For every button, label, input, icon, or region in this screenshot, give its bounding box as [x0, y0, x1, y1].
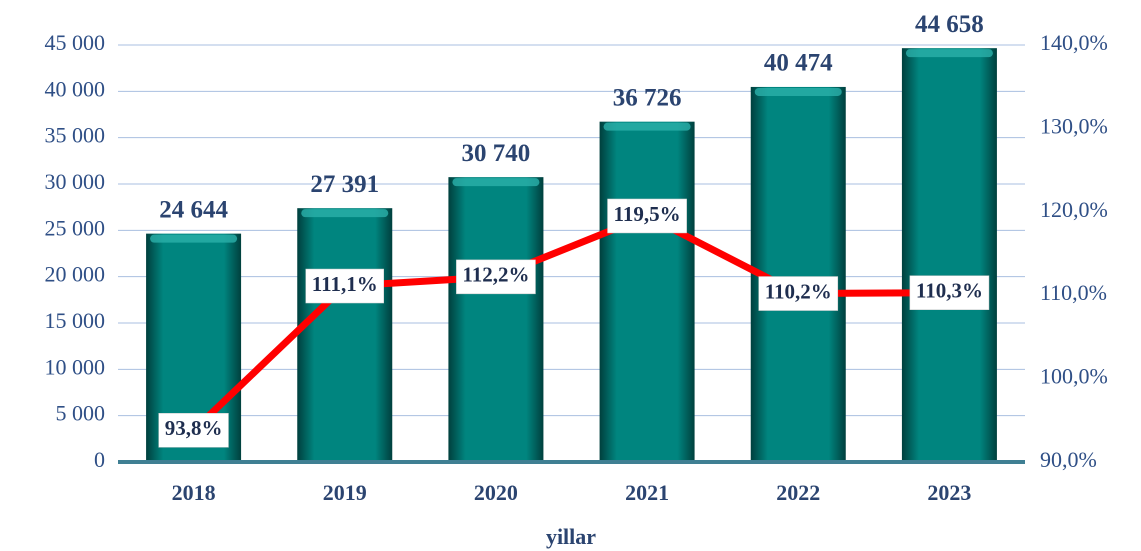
x-tick-label: 2018 [172, 480, 216, 505]
bar [901, 48, 997, 463]
line-value-label: 111,1% [312, 272, 378, 296]
x-tick-label: 2020 [474, 480, 518, 505]
line-value-label: 110,3% [916, 279, 983, 303]
y2-tick-label: 90,0% [1040, 447, 1097, 472]
y2-tick-label: 130,0% [1040, 113, 1108, 138]
bar-top [603, 122, 691, 131]
bar-value-label: 24 644 [159, 196, 228, 223]
bar-value-label: 30 740 [462, 140, 531, 167]
y-tick-label: 30 000 [45, 169, 106, 194]
y-tick-label: 40 000 [45, 76, 106, 101]
bar [599, 121, 695, 463]
line-label-box [909, 275, 990, 310]
bar-value-label: 40 474 [764, 50, 833, 77]
line-value-label: 93,8% [165, 416, 223, 440]
y2-tick-label: 100,0% [1040, 364, 1108, 389]
line-label-box [607, 198, 687, 234]
x-tick-label: 2022 [776, 480, 820, 505]
x-axis-label: yillar [546, 524, 596, 549]
grid [118, 44, 1025, 463]
bar-value-label: 44 658 [915, 11, 984, 38]
line-label-box [456, 259, 536, 295]
y-tick-label: 35 000 [45, 123, 106, 148]
x-tick-label: 2023 [927, 480, 971, 505]
y-tick-label: 45 000 [45, 30, 106, 55]
y2-tick-label: 140,0% [1040, 30, 1108, 55]
y-tick-label: 25 000 [45, 215, 106, 240]
bar-value-label: 36 726 [613, 84, 682, 111]
y-tick-label: 5 000 [56, 401, 106, 426]
bar-top [905, 49, 993, 58]
y2-tick-label: 110,0% [1040, 280, 1107, 305]
bar [448, 177, 544, 462]
line-value-label: 110,2% [765, 279, 832, 303]
bar-top [150, 234, 238, 243]
bar [297, 208, 393, 462]
line-label-box [305, 268, 384, 304]
bar-top [754, 87, 842, 96]
bar-top [452, 178, 540, 187]
x-tick-label: 2019 [323, 480, 367, 505]
x-tick-label: 2021 [625, 480, 669, 505]
line-value-label: 112,2% [462, 263, 529, 287]
bar-value-label: 27 391 [310, 171, 379, 198]
y-tick-label: 20 000 [45, 262, 106, 287]
y-tick-label: 0 [94, 447, 105, 472]
y-tick-label: 15 000 [45, 308, 106, 333]
bar-top [301, 209, 389, 218]
line-label-box [758, 276, 839, 311]
line-label-box [158, 413, 229, 448]
y-tick-label: 10 000 [45, 354, 106, 379]
line-value-label: 119,5% [614, 202, 681, 226]
y2-tick-label: 120,0% [1040, 197, 1108, 222]
